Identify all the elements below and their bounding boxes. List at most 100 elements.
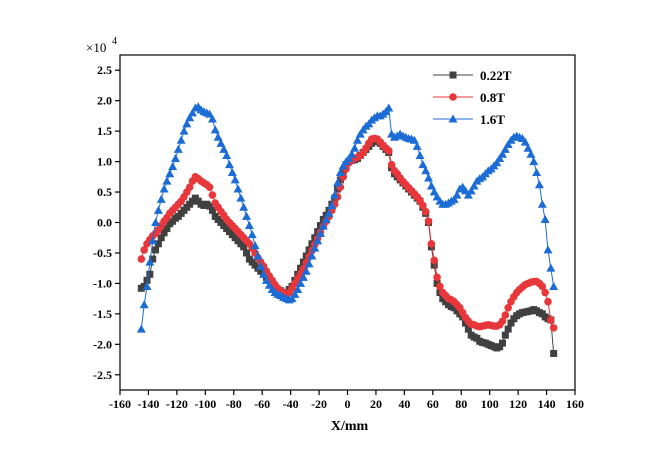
data-point bbox=[290, 289, 300, 298]
data-point bbox=[520, 137, 530, 146]
data-point bbox=[182, 119, 192, 128]
data-point bbox=[424, 173, 434, 182]
data-point bbox=[159, 184, 169, 193]
data-point bbox=[227, 168, 237, 177]
data-point bbox=[206, 202, 214, 210]
data-point bbox=[335, 168, 345, 177]
data-point bbox=[247, 230, 257, 239]
data-point bbox=[313, 236, 323, 245]
data-point bbox=[222, 151, 232, 159]
data-point bbox=[537, 199, 547, 208]
data-point bbox=[523, 143, 533, 152]
data-point bbox=[244, 221, 254, 230]
data-point bbox=[145, 257, 155, 266]
x-tick-label: 140 bbox=[538, 397, 556, 411]
data-point bbox=[208, 206, 216, 214]
data-point bbox=[240, 243, 248, 251]
data-point bbox=[140, 246, 148, 254]
data-point bbox=[419, 201, 427, 210]
data-point bbox=[205, 183, 214, 191]
data-point bbox=[156, 194, 166, 203]
data-point bbox=[492, 158, 502, 167]
data-point bbox=[242, 211, 252, 220]
data-point bbox=[287, 294, 297, 303]
data-point bbox=[421, 207, 430, 216]
data-point bbox=[154, 240, 162, 248]
data-point bbox=[418, 160, 428, 169]
data-point bbox=[185, 183, 194, 191]
y-tick-label: 2.0 bbox=[97, 94, 112, 108]
legend-marker bbox=[449, 93, 457, 101]
series-1-6t bbox=[136, 102, 559, 333]
data-point bbox=[543, 245, 553, 254]
data-point bbox=[466, 186, 476, 195]
data-point bbox=[137, 255, 146, 263]
plot-frame bbox=[119, 54, 576, 391]
data-point bbox=[162, 176, 172, 185]
data-point bbox=[497, 149, 507, 158]
data-point bbox=[549, 324, 558, 332]
data-point bbox=[165, 169, 175, 178]
data-point bbox=[330, 190, 340, 199]
data-point bbox=[501, 331, 509, 339]
data-point bbox=[463, 190, 473, 199]
data-point bbox=[504, 325, 512, 333]
x-tick-label: 0 bbox=[345, 397, 351, 411]
x-tick-label: -120 bbox=[166, 397, 188, 411]
data-point bbox=[409, 135, 419, 144]
y-tick-label: 0.5 bbox=[97, 185, 112, 199]
data-point bbox=[315, 228, 325, 237]
data-point bbox=[534, 180, 544, 189]
data-point bbox=[430, 256, 439, 265]
data-point bbox=[185, 113, 195, 122]
legend-label: 1.6T bbox=[480, 112, 505, 127]
axes-layer: -160 -140 -120 -100 -80 -60 -40 -20 0 20 40 60 80 100… bbox=[93, 63, 584, 411]
data-point bbox=[469, 181, 479, 190]
x-tick-label: -40 bbox=[283, 397, 299, 411]
legend-label: 0.22T bbox=[480, 68, 512, 83]
data-point bbox=[547, 316, 555, 324]
data-point bbox=[355, 129, 365, 138]
y-tick-label: -2.5 bbox=[93, 368, 112, 382]
data-point bbox=[148, 236, 158, 245]
data-point bbox=[503, 140, 513, 149]
data-point bbox=[498, 339, 506, 347]
data-point bbox=[426, 181, 436, 190]
x-tick-label: -60 bbox=[254, 397, 270, 411]
data-point bbox=[324, 208, 334, 217]
data-point bbox=[433, 273, 441, 282]
legend-label: 0.8T bbox=[480, 90, 505, 105]
data-point bbox=[347, 149, 357, 158]
data-point bbox=[293, 285, 303, 293]
data-point bbox=[327, 200, 337, 209]
x-tick-label: 120 bbox=[509, 397, 527, 411]
data-point bbox=[421, 166, 431, 175]
data-point bbox=[498, 317, 507, 325]
data-point bbox=[176, 135, 186, 144]
data-point bbox=[412, 141, 422, 150]
data-point bbox=[140, 282, 148, 290]
data-point bbox=[321, 214, 331, 223]
series-layer bbox=[136, 102, 559, 357]
x-tick-label: -100 bbox=[194, 397, 216, 411]
data-point bbox=[208, 191, 217, 199]
data-point bbox=[336, 176, 344, 184]
data-point bbox=[256, 261, 266, 270]
data-point bbox=[550, 349, 558, 357]
data-point bbox=[207, 114, 217, 123]
data-point bbox=[504, 303, 512, 312]
data-point bbox=[318, 221, 328, 230]
data-point bbox=[146, 270, 154, 278]
data-point bbox=[142, 281, 152, 290]
data-point bbox=[333, 178, 343, 187]
y-tick-label: -0.5 bbox=[93, 246, 112, 260]
data-point bbox=[233, 184, 243, 193]
x-tick-label: -140 bbox=[137, 397, 159, 411]
data-point bbox=[253, 251, 263, 260]
legend-marker bbox=[448, 114, 458, 123]
data-point bbox=[532, 168, 542, 177]
data-point bbox=[259, 269, 269, 278]
data-point bbox=[307, 251, 317, 260]
data-point bbox=[170, 154, 180, 163]
